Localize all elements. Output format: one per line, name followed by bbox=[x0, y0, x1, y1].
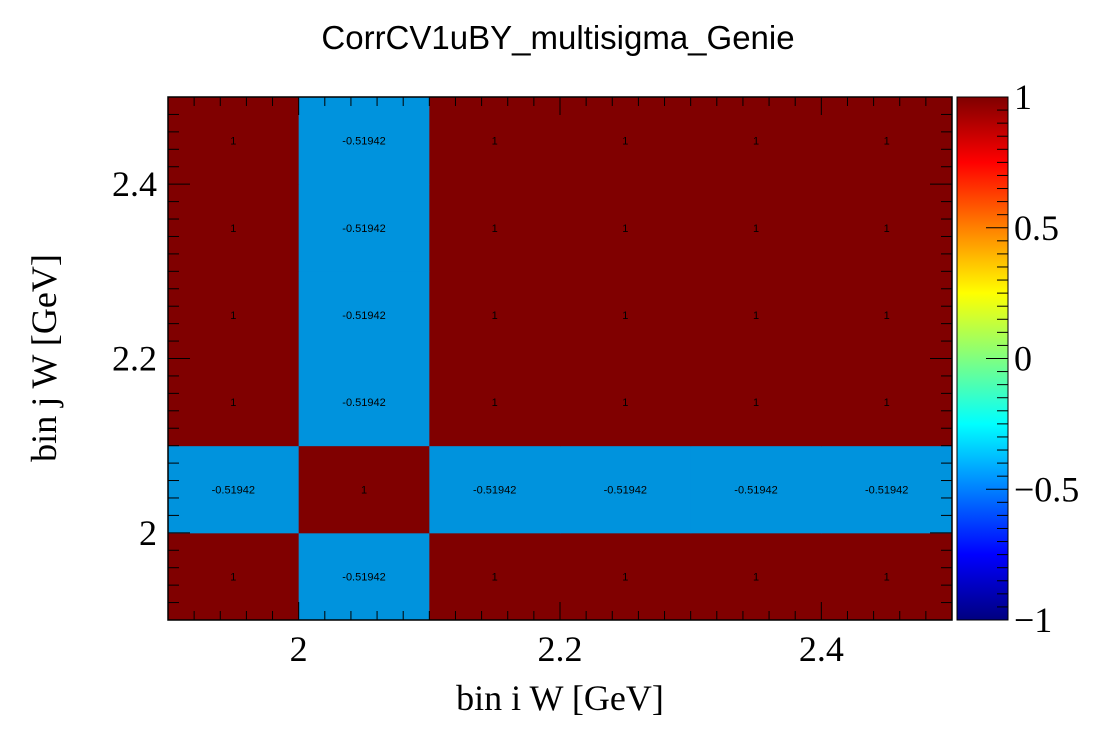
colorbar-tick-label: −0.5 bbox=[1014, 469, 1079, 509]
cell-value-label: -0.51942 bbox=[342, 136, 385, 148]
cell-value-label: -0.51942 bbox=[342, 571, 385, 583]
heatmap-cell bbox=[429, 271, 561, 359]
cell-value-label: 1 bbox=[622, 397, 628, 409]
y-tick-label: 2.4 bbox=[112, 164, 157, 204]
chart-title: CorrCV1uBY_multisigma_Genie bbox=[321, 19, 794, 56]
heatmap-cell bbox=[821, 184, 953, 272]
cell-value-label: 1 bbox=[622, 571, 628, 583]
heatmap-cell bbox=[560, 271, 692, 359]
cell-value-label: 1 bbox=[230, 571, 236, 583]
title-box bbox=[248, 8, 868, 66]
cell-value-label: 1 bbox=[753, 310, 759, 322]
cell-value-label: 1 bbox=[492, 397, 498, 409]
colorbar-tick-label: 1 bbox=[1014, 77, 1032, 117]
x-tick-label: 2.4 bbox=[799, 629, 844, 669]
heatmap-cell bbox=[168, 445, 300, 534]
cell-value-label: 1 bbox=[492, 571, 498, 583]
heatmap-cell bbox=[429, 532, 561, 621]
cell-value-label: 1 bbox=[884, 571, 890, 583]
heatmap-cell bbox=[821, 445, 953, 534]
heatmap-cells bbox=[168, 97, 953, 621]
heatmap-cell bbox=[560, 358, 692, 447]
cell-value-label: -0.51942 bbox=[342, 223, 385, 235]
heatmap-cell bbox=[298, 358, 430, 447]
colorbar-tick-label: −1 bbox=[1014, 600, 1052, 640]
cell-value-label: 1 bbox=[361, 484, 367, 496]
y-axis-title: bin j W [GeV] bbox=[24, 254, 64, 462]
cell-value-label: -0.51942 bbox=[865, 484, 908, 496]
heatmap-cell bbox=[690, 97, 822, 185]
heatmap-cell bbox=[168, 358, 300, 447]
heatmap-cell bbox=[298, 184, 430, 272]
x-axis-title: bin i W [GeV] bbox=[456, 678, 664, 718]
heatmap-cell bbox=[298, 532, 430, 621]
heatmap-cell bbox=[168, 271, 300, 359]
cell-value-label: -0.51942 bbox=[473, 484, 516, 496]
colorbar-axis: 1 0.5 0 −0.5 −1 bbox=[986, 77, 1079, 640]
heatmap-cell-labels: 1 -0.51942 1 1 1 1 -0.51942 1 -0.51942 -0.51942 -0… bbox=[212, 136, 909, 584]
heatmap-cell bbox=[168, 532, 300, 621]
cell-value-label: 1 bbox=[884, 136, 890, 148]
cell-value-label: 1 bbox=[492, 136, 498, 148]
cell-value-label: -0.51942 bbox=[734, 484, 777, 496]
cell-value-label: 1 bbox=[753, 571, 759, 583]
heatmap-cell bbox=[168, 97, 300, 185]
cell-value-label: -0.51942 bbox=[342, 310, 385, 322]
cell-value-label: -0.51942 bbox=[342, 397, 385, 409]
heatmap-cell bbox=[821, 358, 953, 447]
heatmap-cell bbox=[429, 184, 561, 272]
x-axis: 2 2.2 2.4 bbox=[167, 97, 953, 669]
y-tick-label: 2.2 bbox=[112, 339, 157, 379]
cell-value-label: 1 bbox=[622, 310, 628, 322]
heatmap-cell bbox=[429, 445, 561, 534]
heatmap-cell bbox=[821, 532, 953, 621]
cell-value-label: -0.51942 bbox=[604, 484, 647, 496]
colorbar-tick-label: 0 bbox=[1014, 339, 1032, 379]
colorbar-tick-label: 0.5 bbox=[1014, 208, 1059, 248]
heatmap-cell bbox=[560, 532, 692, 621]
heatmap-cell bbox=[560, 184, 692, 272]
cell-value-label: 1 bbox=[230, 136, 236, 148]
cell-value-label: 1 bbox=[884, 223, 890, 235]
heatmap-cell bbox=[429, 97, 561, 185]
heatmap-cell bbox=[560, 97, 692, 185]
cell-value-label: 1 bbox=[884, 397, 890, 409]
heatmap-cell bbox=[298, 97, 430, 185]
heatmap-cell bbox=[690, 358, 822, 447]
cell-value-label: -0.51942 bbox=[212, 484, 255, 496]
cell-value-label: 1 bbox=[230, 223, 236, 235]
cell-value-label: 1 bbox=[753, 223, 759, 235]
heatmap-cell bbox=[690, 184, 822, 272]
heatmap-cell bbox=[821, 271, 953, 359]
cell-value-label: 1 bbox=[492, 310, 498, 322]
heatmap-cell bbox=[690, 271, 822, 359]
cell-value-label: 1 bbox=[492, 223, 498, 235]
heatmap-cell bbox=[560, 445, 692, 534]
cell-value-label: 1 bbox=[230, 310, 236, 322]
x-tick-label: 2 bbox=[290, 629, 308, 669]
x-tick-label: 2.2 bbox=[538, 629, 583, 669]
y-axis: 2 2.2 2.4 bbox=[112, 96, 952, 621]
heatmap-cell bbox=[298, 445, 430, 534]
y-tick-label: 2 bbox=[139, 513, 157, 553]
heatmap-cell bbox=[429, 358, 561, 447]
cell-value-label: 1 bbox=[753, 136, 759, 148]
heatmap-cell bbox=[168, 184, 300, 272]
heatmap-cell bbox=[298, 271, 430, 359]
cell-value-label: 1 bbox=[884, 310, 890, 322]
cell-value-label: 1 bbox=[753, 397, 759, 409]
cell-value-label: 1 bbox=[622, 223, 628, 235]
heatmap-cell bbox=[690, 532, 822, 621]
cell-value-label: 1 bbox=[622, 136, 628, 148]
heatmap-cell bbox=[690, 445, 822, 534]
heatmap-cell bbox=[821, 97, 953, 185]
cell-value-label: 1 bbox=[230, 397, 236, 409]
